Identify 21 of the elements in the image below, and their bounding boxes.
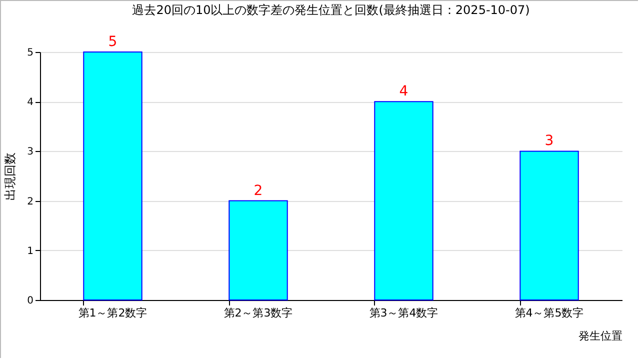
chart-title: 過去20回の10以上の数字差の発生位置と回数(最終抽選日：2025-10-07) [132, 3, 530, 17]
y-axis-title: 出現回数 [3, 152, 18, 200]
bar [374, 101, 434, 300]
y-tick-label: 3 [27, 146, 34, 158]
data-label: 4 [399, 84, 408, 100]
data-label: 5 [108, 34, 118, 50]
x-axis-title: 発生位置 [578, 330, 622, 342]
bar [228, 200, 288, 300]
data-label: 3 [544, 133, 554, 150]
y-tick-label: 5 [27, 48, 34, 58]
x-tick-label: 第2～第3数字 [224, 306, 293, 320]
y-tick-label: 0 [27, 296, 34, 306]
x-tick-label: 第1～第2数字 [78, 306, 148, 320]
data-label: 2 [254, 182, 263, 199]
x-tick-label: 第3～第4数字 [369, 306, 438, 320]
x-tick-label: 第4～第5数字 [514, 306, 584, 320]
bar [83, 52, 142, 300]
y-tick-label: 4 [27, 97, 34, 108]
y-tick-label: 1 [27, 246, 34, 257]
y-tick-label: 2 [27, 196, 34, 208]
bar [520, 150, 579, 300]
